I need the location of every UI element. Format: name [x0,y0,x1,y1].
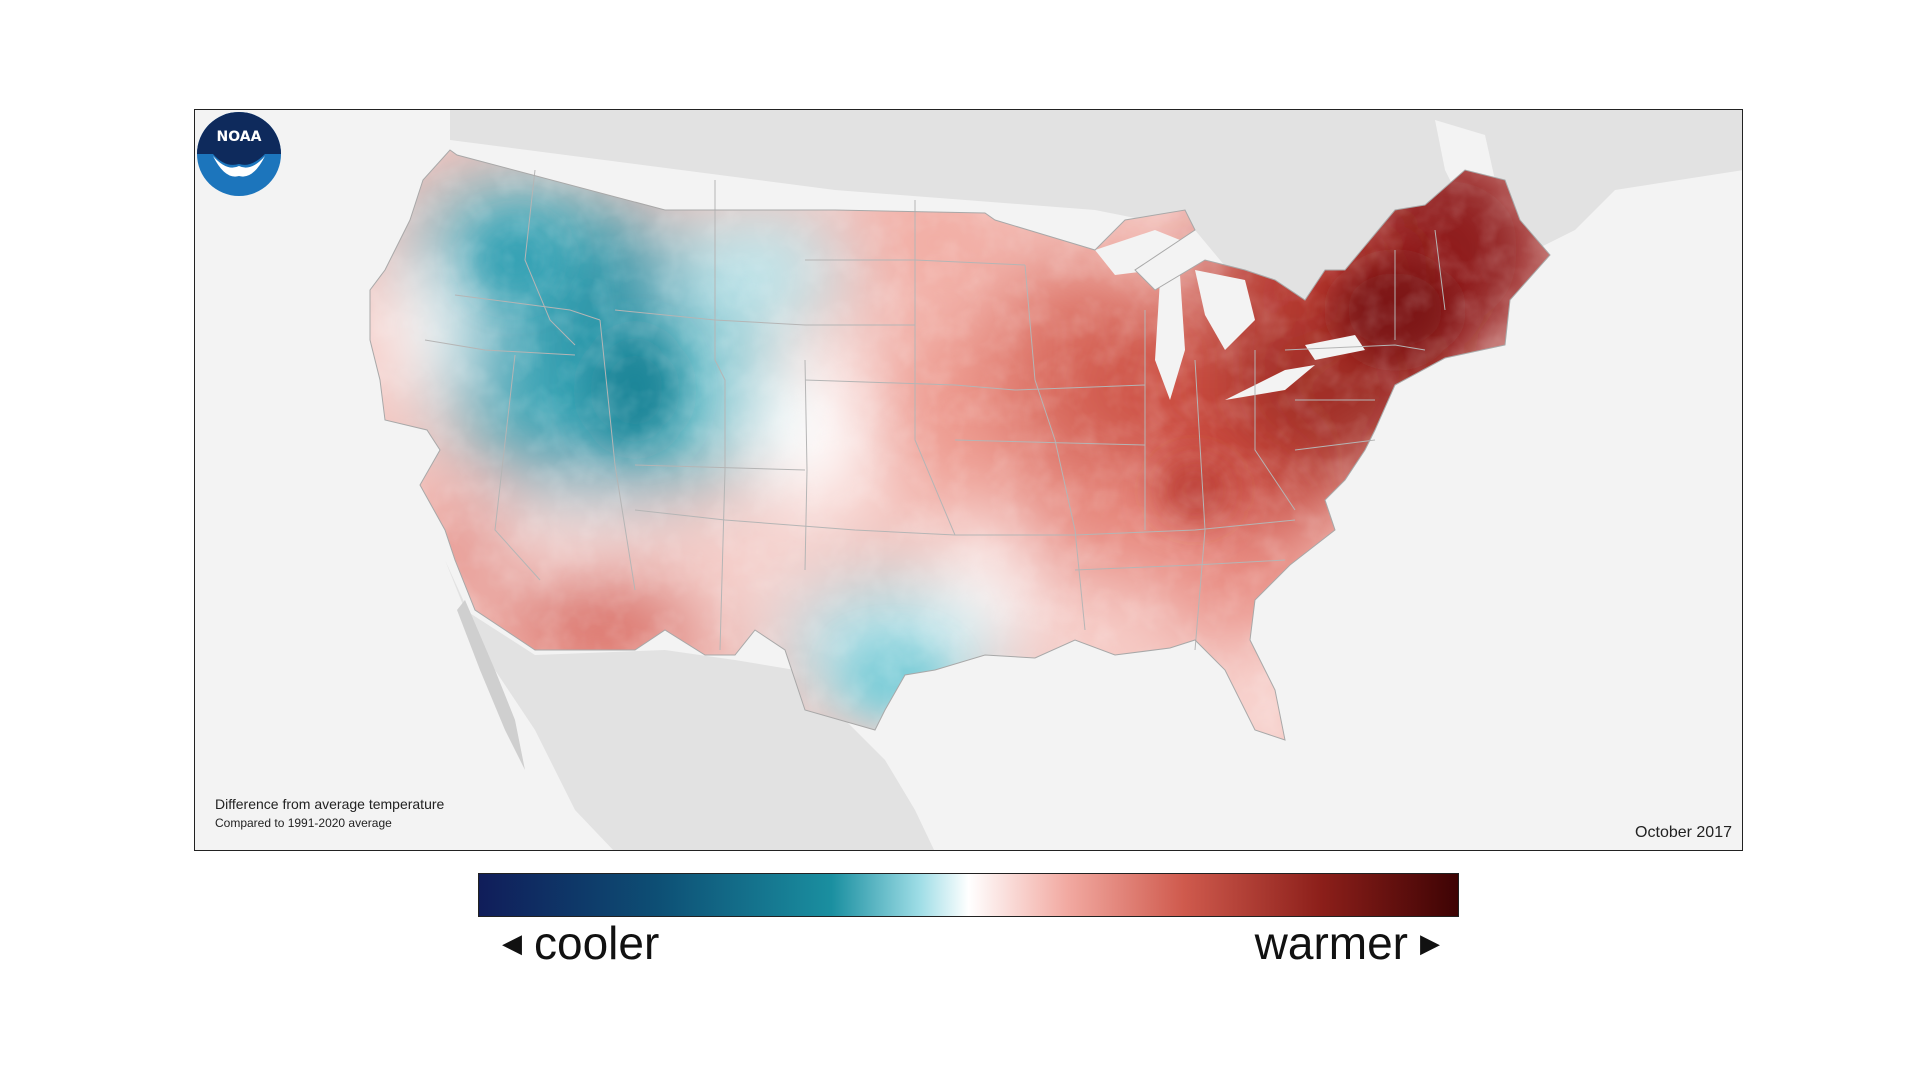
triangle-left-icon: ◀ [502,927,522,958]
logo-text: NOAA [217,129,262,145]
map-title: Difference from average temperature [215,796,445,812]
legend-cooler: ◀ cooler [490,916,659,970]
triangle-right-icon: ▶ [1420,927,1440,958]
map-panel: Difference from average temperature Comp… [194,109,1743,851]
legend-warmer-label: warmer [1254,917,1408,969]
map-subtitle: Compared to 1991-2020 average [215,816,392,830]
us-outline [369,149,1551,741]
temperature-anomaly-field [370,150,1550,740]
noaa-logo: NOAA [197,112,281,196]
map-date: October 2017 [1635,824,1732,841]
legend-cooler-label: cooler [534,917,660,969]
color-scale-bar [478,873,1459,917]
map-svg [369,110,1742,850]
legend-warmer: warmer ▶ [1255,916,1452,970]
state-boundaries [424,169,1446,651]
